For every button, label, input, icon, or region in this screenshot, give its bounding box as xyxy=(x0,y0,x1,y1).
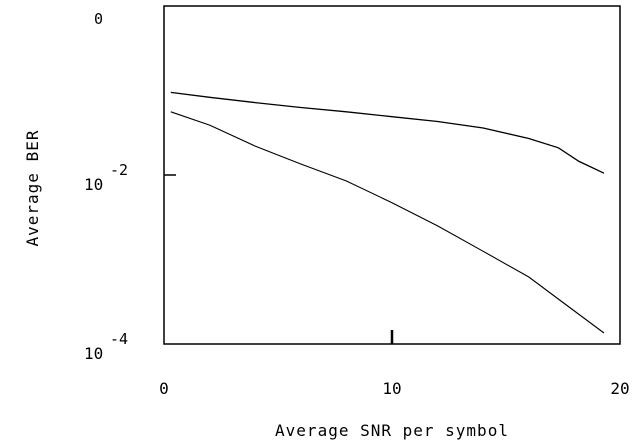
series-line-lower xyxy=(170,111,605,334)
x-tick-label-10: 10 xyxy=(382,379,401,398)
plot-frame xyxy=(163,5,621,345)
y-tick-label-neg2-exponent: -2 xyxy=(110,161,128,179)
y-axis-label: Average BER xyxy=(23,130,42,247)
y-tick-label-neg4-base: 10 xyxy=(84,344,103,363)
x-tick-label-20: 20 xyxy=(610,379,629,398)
x-axis-label: Average SNR per symbol xyxy=(275,421,509,440)
series-line-upper xyxy=(170,91,605,174)
y-tick-label-neg4-exponent: -4 xyxy=(110,330,128,348)
y-tick-label-neg2-base: 10 xyxy=(84,175,103,194)
x-tick-label-0: 0 xyxy=(159,379,169,398)
y-tick-label-0: 0 xyxy=(94,10,103,28)
